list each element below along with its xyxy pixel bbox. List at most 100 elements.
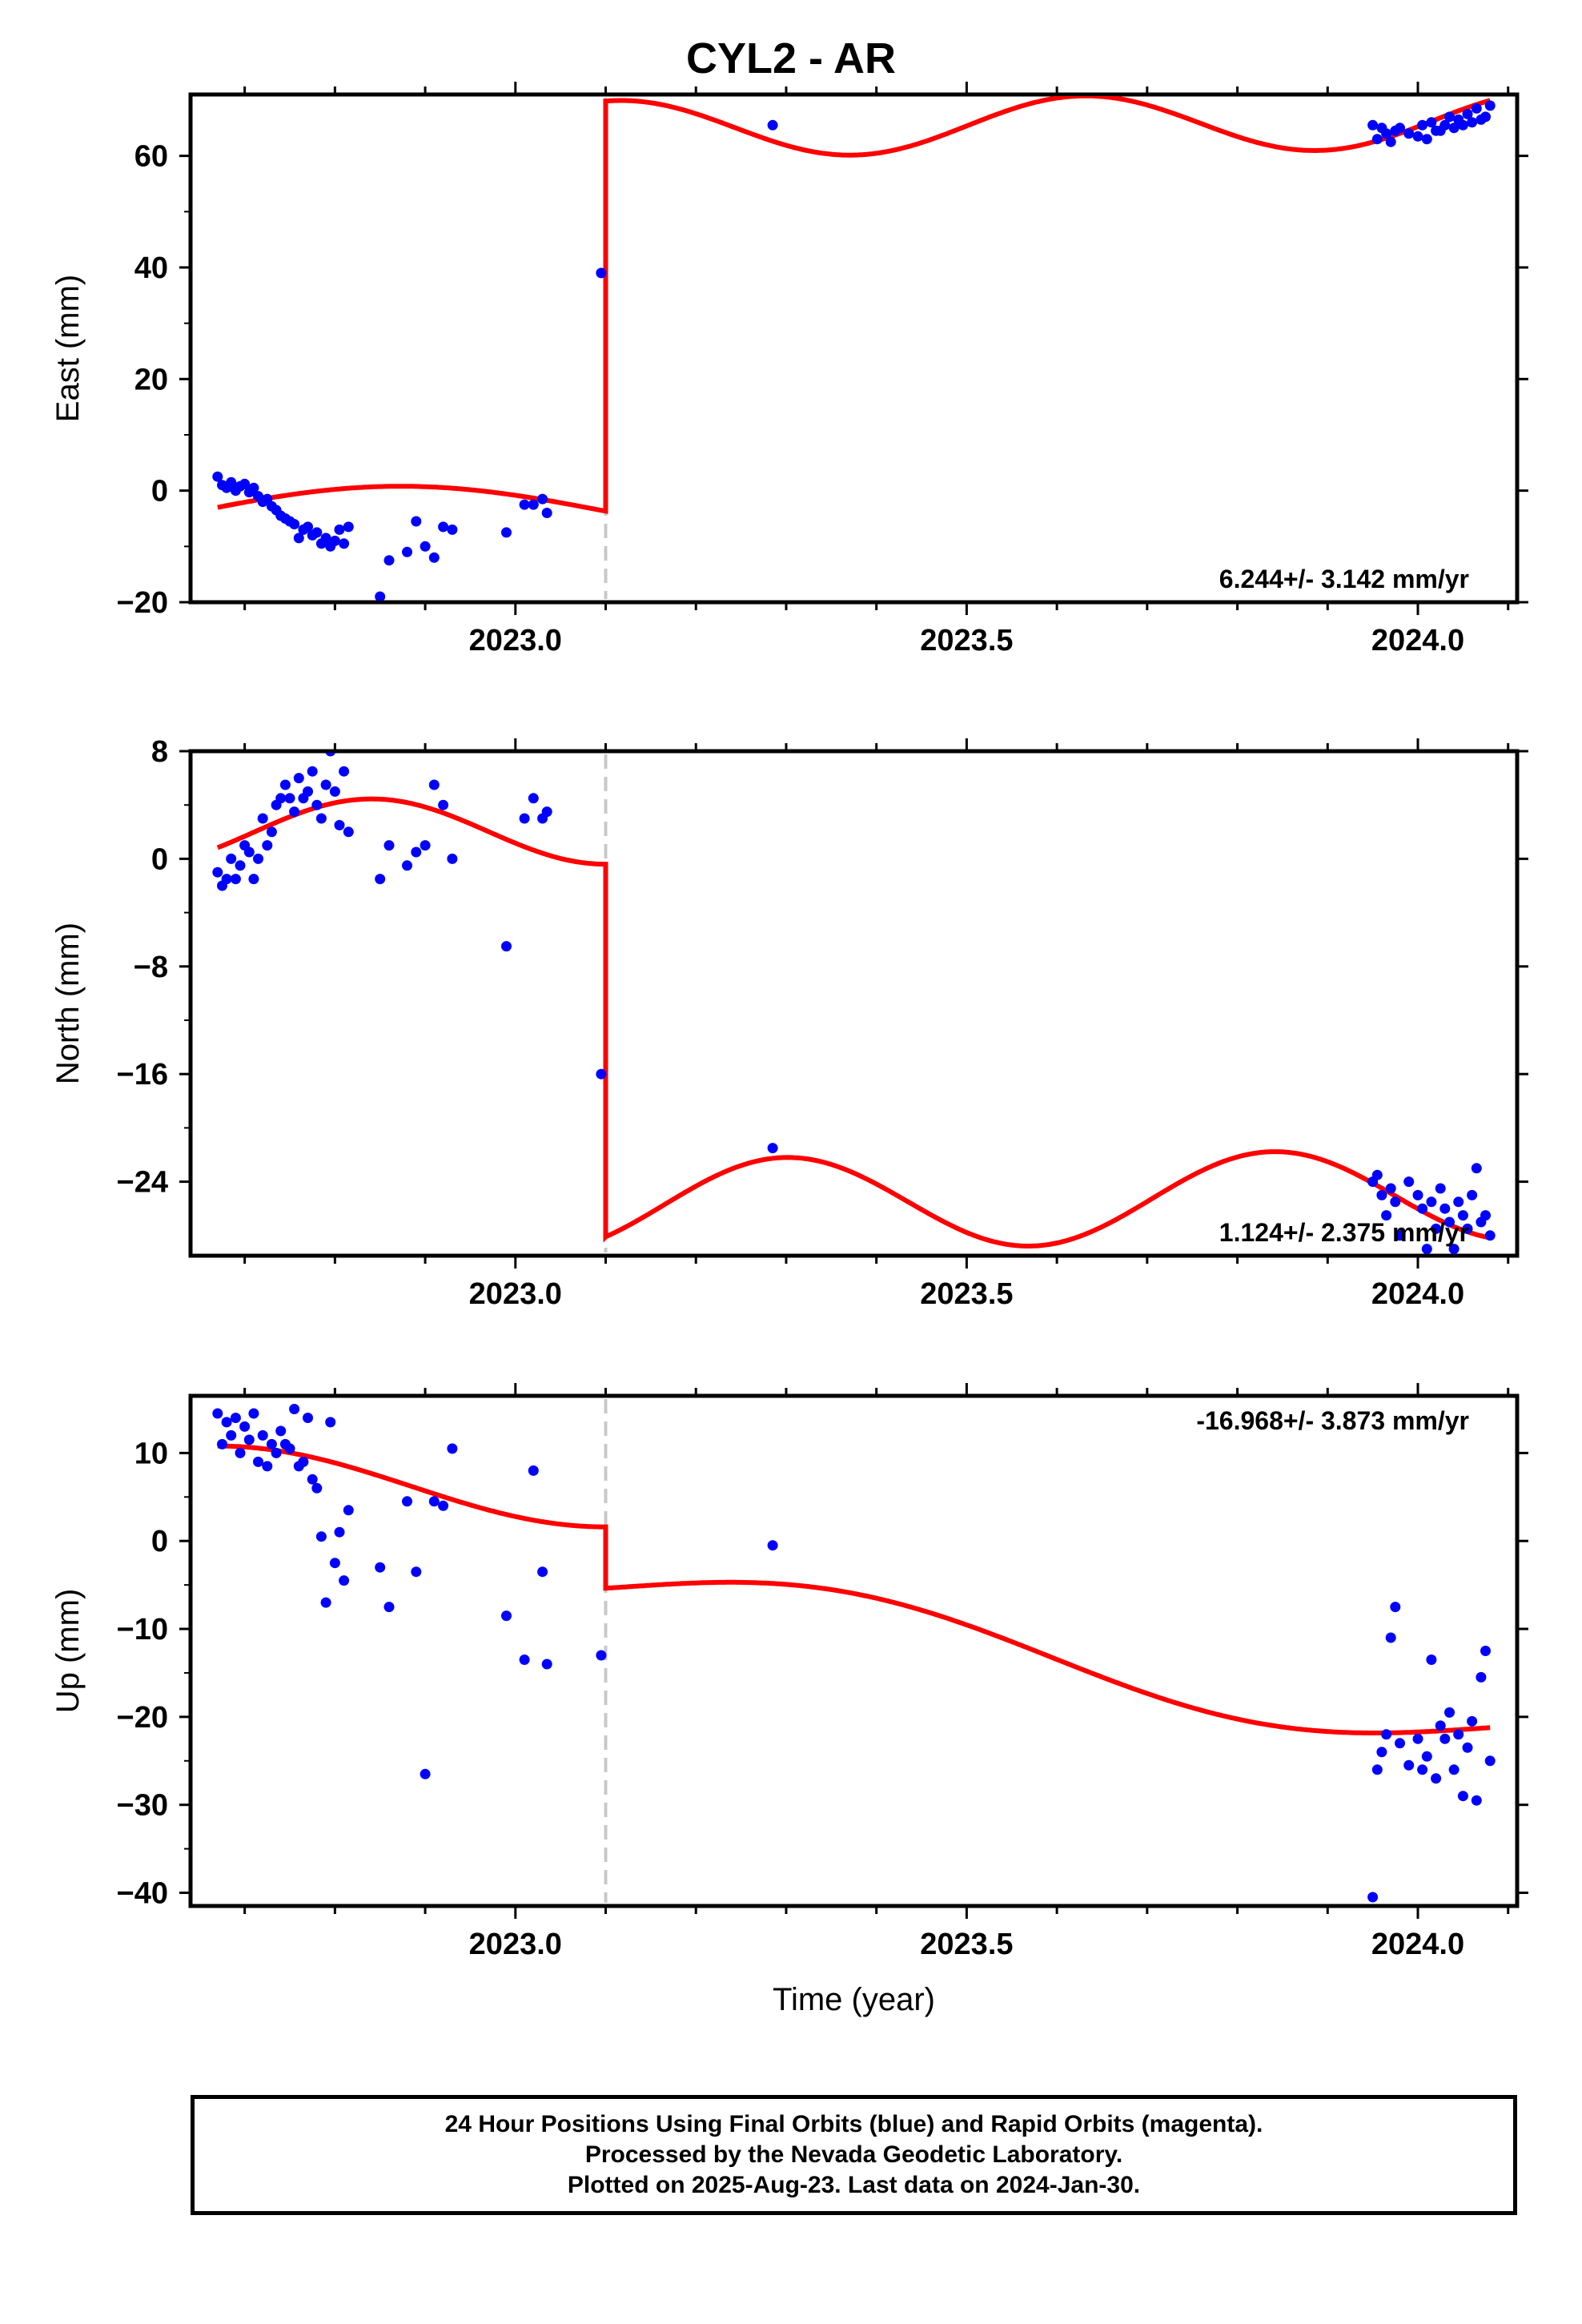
- data-point: [315, 813, 327, 824]
- y-tick-label: −20: [117, 586, 168, 620]
- data-point: [1381, 1210, 1392, 1221]
- data-point: [226, 853, 237, 864]
- data-point: [303, 521, 313, 533]
- y-tick-label: −20: [117, 1701, 168, 1735]
- data-point: [248, 874, 259, 885]
- data-point: [428, 1496, 440, 1507]
- data-point: [343, 1505, 354, 1516]
- x-axis-label: Time (year): [773, 1982, 935, 2017]
- data-point: [311, 1482, 323, 1494]
- data-point: [343, 826, 354, 838]
- data-point: [1462, 1742, 1473, 1753]
- data-point: [1435, 1720, 1446, 1731]
- data-point: [1371, 134, 1383, 145]
- data-point: [1421, 1751, 1432, 1762]
- y-axis-label: East (mm): [50, 275, 86, 422]
- plot-frame: [188, 92, 1520, 605]
- data-point: [1426, 117, 1437, 128]
- data-point: [275, 793, 287, 804]
- data-point: [1426, 1196, 1437, 1208]
- y-tick-label: 0: [151, 475, 168, 509]
- y-tick-label: −8: [134, 951, 168, 984]
- data-point: [767, 1143, 778, 1154]
- data-point: [235, 860, 246, 871]
- data-point: [1431, 1223, 1442, 1234]
- data-point: [248, 1408, 259, 1419]
- data-point: [541, 806, 552, 818]
- x-tick-label: 2023.5: [920, 1928, 1013, 1961]
- model-fit-line: [216, 796, 1491, 1248]
- data-point: [1439, 119, 1451, 131]
- data-point: [537, 1566, 548, 1578]
- data-point: [438, 521, 449, 533]
- data-point: [1457, 1210, 1468, 1221]
- data-point: [1462, 1223, 1473, 1234]
- data-point: [411, 516, 422, 527]
- data-point: [320, 779, 331, 790]
- data-point: [1412, 1189, 1423, 1200]
- data-point: [239, 478, 251, 489]
- y-tick-label: 20: [135, 363, 168, 396]
- data-point: [1471, 1163, 1482, 1174]
- data-point: [1381, 1729, 1392, 1740]
- data-point: [402, 860, 412, 871]
- data-point: [1448, 1244, 1460, 1254]
- data-point: [329, 1558, 340, 1569]
- data-point: [217, 1438, 227, 1449]
- data-point: [537, 493, 548, 505]
- y-tick-label: 0: [151, 1525, 168, 1558]
- data-point: [315, 1531, 327, 1542]
- data-point: [1480, 111, 1491, 123]
- data-point: [266, 1438, 277, 1449]
- y-tick-label: 8: [151, 735, 168, 769]
- data-point: [383, 555, 395, 566]
- data-point: [541, 508, 552, 518]
- data-point: [289, 519, 300, 529]
- data-point: [230, 1413, 241, 1423]
- x-tick-label: 2023.0: [469, 624, 562, 657]
- data-point: [1412, 131, 1423, 142]
- data-point: [438, 799, 449, 810]
- data-point: [1421, 134, 1432, 145]
- data-point: [1467, 1189, 1478, 1200]
- data-point: [411, 846, 422, 858]
- data-point: [1417, 119, 1428, 131]
- data-point: [243, 1434, 255, 1445]
- x-tick-label: 2023.5: [920, 624, 1013, 657]
- data-point: [541, 1659, 552, 1670]
- x-tick-label: 2023.5: [920, 1277, 1013, 1311]
- data-point: [329, 786, 340, 797]
- y-tick-label: −16: [117, 1058, 168, 1092]
- data-point: [279, 779, 291, 790]
- data-point: [767, 119, 778, 131]
- data-point: [1376, 1189, 1387, 1200]
- x-tick-label: 2024.0: [1371, 1928, 1464, 1961]
- data-point: [1431, 1773, 1442, 1784]
- data-point: [303, 1413, 313, 1423]
- data-point: [596, 1068, 607, 1080]
- x-tick-label: 2023.0: [469, 1928, 562, 1961]
- data-point: [501, 941, 512, 952]
- data-point: [519, 813, 530, 824]
- data-point: [1367, 119, 1379, 131]
- data-point: [284, 1443, 295, 1454]
- data-point: [307, 1474, 318, 1485]
- data-point: [248, 482, 259, 493]
- data-point: [519, 1655, 530, 1665]
- data-point: [402, 1496, 412, 1507]
- data-point: [320, 533, 331, 544]
- data-point: [1439, 1733, 1451, 1744]
- data-point: [1371, 1169, 1383, 1180]
- data-point: [311, 799, 323, 810]
- data-point: [1390, 1196, 1401, 1208]
- data-point: [1453, 1196, 1464, 1208]
- data-point: [420, 840, 431, 851]
- data-point: [1403, 1176, 1415, 1188]
- data-point: [596, 1650, 607, 1661]
- data-point: [1367, 1892, 1379, 1903]
- data-point: [1480, 1210, 1491, 1221]
- footer-line-1: 24 Hour Positions Using Final Orbits (bl…: [444, 2111, 1263, 2137]
- data-point: [528, 499, 539, 510]
- data-point: [420, 1768, 431, 1779]
- data-point: [1395, 1230, 1405, 1241]
